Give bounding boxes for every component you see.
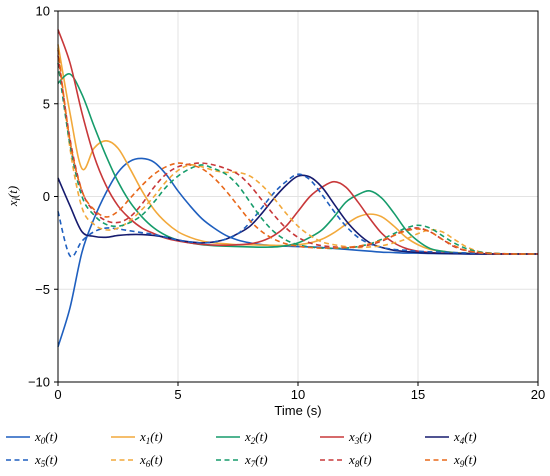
series-line-x7 — [57, 62, 538, 255]
legend: x0(t) x1(t) x2(t) x3(t) x4(t) x5(t) x6(t) x7(t)… — [6, 429, 477, 469]
series-line-x5 — [57, 173, 538, 258]
x-tick-label: 0 — [54, 387, 61, 402]
axis-ticks: 0 5 10 15 20 10 5 0 −5 −10 — [28, 4, 545, 403]
legend-label-x4: x4(t) — [453, 429, 477, 446]
y-tick-label: 10 — [36, 4, 50, 19]
y-tick-label: 5 — [43, 96, 50, 111]
y-tick-label: −5 — [35, 282, 50, 297]
x-tick-label: 15 — [411, 387, 425, 402]
x-axis-label: Time (s) — [274, 403, 321, 418]
series-line-x6 — [57, 48, 538, 255]
legend-label-x2: x2(t) — [244, 429, 268, 446]
y-axis-label-t: (t) — [5, 186, 20, 198]
x-tick-label: 20 — [531, 387, 545, 402]
legend-label-x3: x3(t) — [348, 429, 372, 446]
legend-label-x9: x9(t) — [453, 452, 477, 469]
series-line-x8 — [57, 55, 538, 255]
legend-label-x6: x6(t) — [139, 452, 163, 469]
legend-label-x1: x1(t) — [139, 429, 163, 446]
y-tick-label: 0 — [43, 189, 50, 204]
x-tick-label: 10 — [291, 387, 305, 402]
y-tick-label: −10 — [28, 375, 50, 390]
y-axis-label-sub: i — [12, 197, 23, 200]
legend-label-x8: x8(t) — [348, 452, 372, 469]
y-axis-label-x: x — [5, 200, 20, 207]
plot-area — [57, 29, 538, 347]
x-tick-label: 5 — [174, 387, 181, 402]
grid-lines — [57, 10, 539, 383]
legend-label-x0: x0(t) — [34, 429, 58, 446]
series-line-x4 — [57, 174, 538, 255]
legend-label-x7: x7(t) — [244, 452, 268, 469]
series-line-x9 — [57, 49, 538, 255]
legend-label-x5: x5(t) — [34, 452, 58, 469]
y-axis-label: xi(t) — [5, 186, 23, 207]
